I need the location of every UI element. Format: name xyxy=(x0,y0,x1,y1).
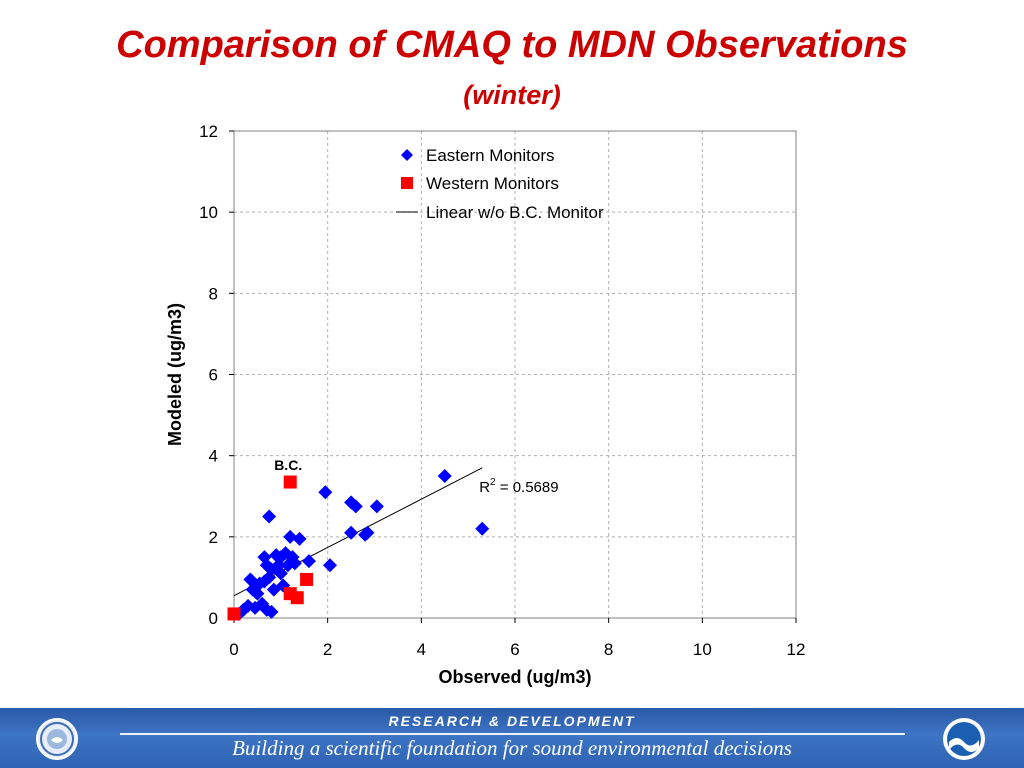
banner-top-text: RESEARCH & DEVELOPMENT xyxy=(388,713,636,729)
western-monitor-point xyxy=(283,475,297,489)
x-tick-label: 0 xyxy=(229,640,238,659)
legend-label: Western Monitors xyxy=(426,174,559,193)
eastern-monitor-point xyxy=(318,485,333,500)
eastern-monitor-point xyxy=(264,604,279,619)
r-squared-symbol: R xyxy=(479,479,490,496)
x-tick-label: 4 xyxy=(417,640,426,659)
eastern-monitor-point xyxy=(369,499,384,514)
y-tick-label: 10 xyxy=(199,203,218,222)
y-tick-label: 4 xyxy=(209,447,218,466)
r-squared-value: = 0.5689 xyxy=(496,479,559,496)
eastern-monitor-point xyxy=(250,586,265,601)
legend-label: Eastern Monitors xyxy=(426,146,555,165)
western-monitor-point xyxy=(290,591,304,605)
y-tick-label: 6 xyxy=(209,366,218,385)
banner-bottom-text: Building a scientific foundation for sou… xyxy=(232,736,792,760)
x-tick-label: 12 xyxy=(787,640,806,659)
x-tick-label: 10 xyxy=(693,640,712,659)
x-tick-label: 8 xyxy=(604,640,613,659)
eastern-monitor-point xyxy=(344,525,359,540)
r-squared-annotation: R2 = 0.5689 xyxy=(479,477,558,496)
eastern-monitor-point xyxy=(475,521,490,536)
western-monitor-point xyxy=(227,607,241,621)
eastern-monitor-point xyxy=(360,525,375,540)
x-axis-label: Observed (ug/m3) xyxy=(438,667,591,687)
footer-banner: RESEARCH & DEVELOPMENT Building a scient… xyxy=(0,708,1024,768)
bc-annotation: B.C. xyxy=(274,457,302,473)
eastern-monitor-point xyxy=(323,558,338,573)
eastern-monitor-point xyxy=(437,468,452,483)
legend-eastern-marker xyxy=(401,149,413,161)
eastern-monitor-point xyxy=(283,529,298,544)
eastern-monitor-point xyxy=(301,554,316,569)
y-tick-label: 0 xyxy=(209,609,218,628)
y-tick-label: 12 xyxy=(199,122,218,141)
scatter-chart: 0 2 4 6 8 10 12 0 2 4 6 8 10 12 Observed (ug/m3) Modele… xyxy=(165,122,806,687)
noaa-logo-icon xyxy=(943,718,985,760)
eastern-monitor-point xyxy=(262,509,277,524)
banner-divider xyxy=(120,733,905,735)
legend-western-marker xyxy=(401,177,413,189)
x-tick-label: 6 xyxy=(510,640,519,659)
y-axis-label: Modeled (ug/m3) xyxy=(165,303,185,446)
epa-seal-icon xyxy=(36,718,78,760)
r-squared-superscript: 2 xyxy=(490,477,496,488)
y-tick-label: 8 xyxy=(209,284,218,303)
slide-title: Comparison of CMAQ to MDN Observations xyxy=(116,24,908,66)
eastern-monitor-point xyxy=(287,556,302,571)
y-tick-label: 2 xyxy=(209,528,218,547)
eastern-monitor-point xyxy=(292,531,307,546)
eastern-monitor-point xyxy=(348,499,363,514)
x-tick-label: 2 xyxy=(323,640,332,659)
slide-subtitle: (winter) xyxy=(463,80,561,110)
eastern-monitor-point xyxy=(248,600,263,615)
western-monitor-point xyxy=(300,572,314,586)
legend-label: Linear w/o B.C. Monitor xyxy=(426,203,604,222)
eastern-monitor-point xyxy=(273,566,288,581)
